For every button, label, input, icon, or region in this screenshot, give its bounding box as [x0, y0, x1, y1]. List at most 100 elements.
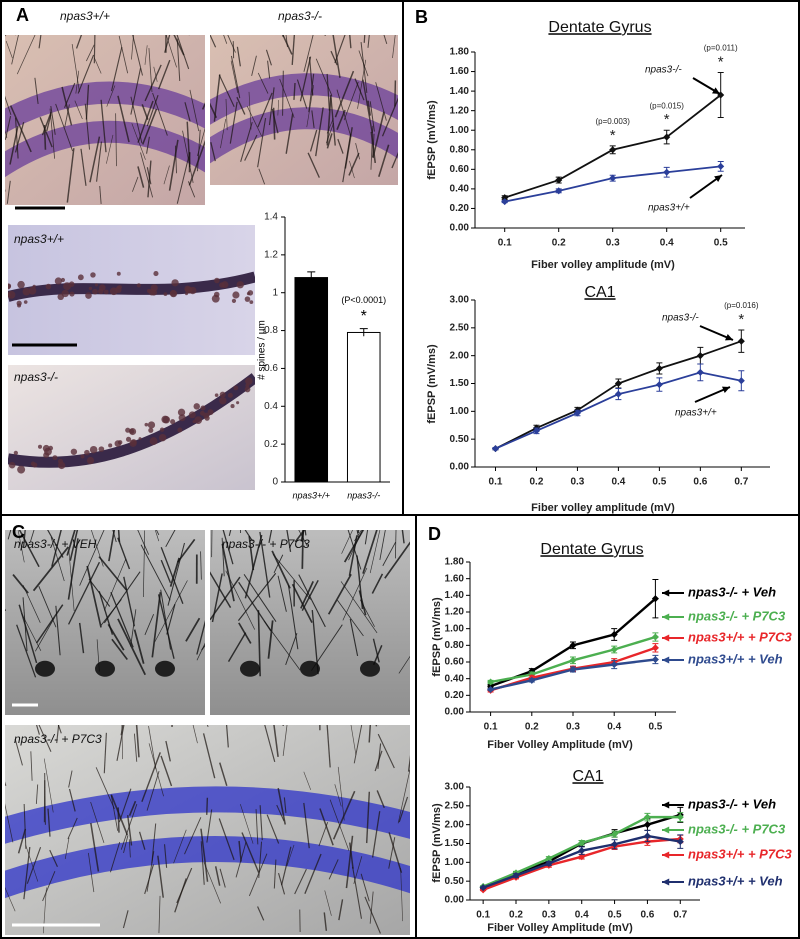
- x-tick-label: 0.5: [652, 477, 666, 488]
- dendrite: [38, 35, 42, 49]
- dendrite: [123, 576, 136, 627]
- dendrite: [294, 868, 307, 895]
- y-tick-label: 0.2: [264, 439, 278, 450]
- spine: [80, 454, 85, 459]
- dendrite: [338, 899, 344, 921]
- data-point: [487, 685, 495, 694]
- data-point: [651, 633, 659, 641]
- y-tick-label: 1.00: [445, 857, 465, 868]
- dendrite: [206, 809, 213, 843]
- spine: [69, 291, 75, 297]
- dendrite: [326, 725, 331, 768]
- dendrite: [22, 597, 28, 652]
- arrow-head: [662, 851, 670, 859]
- data-point: [609, 174, 617, 182]
- spine: [90, 272, 96, 278]
- spine: [98, 288, 104, 295]
- image-caption: npas3-/-: [278, 9, 322, 23]
- image-background: [210, 530, 410, 715]
- spine: [213, 291, 220, 298]
- dendrite: [267, 620, 274, 659]
- spine: [138, 437, 142, 441]
- y-axis-label: fEPSP (mV/ms): [431, 803, 443, 883]
- y-tick-label: 0.00: [450, 223, 470, 234]
- data-point: [611, 840, 619, 848]
- dendrite: [200, 828, 209, 882]
- dendrite: [241, 832, 260, 873]
- significance: *: [718, 54, 724, 71]
- spine: [13, 450, 18, 455]
- panel-letter: D: [428, 524, 441, 544]
- bar: [346, 331, 381, 483]
- y-tick-label: 1.60: [450, 66, 470, 77]
- data-point: [655, 381, 663, 389]
- dendrite: [55, 605, 61, 656]
- dendrite: [67, 538, 79, 600]
- chart-title: Dentate Gyrus: [548, 19, 651, 36]
- dendrite: [334, 35, 346, 64]
- dendrite: [175, 145, 177, 174]
- dendrite: [371, 573, 384, 594]
- dendrite: [144, 64, 162, 102]
- soma: [240, 660, 260, 677]
- dendrite: [350, 725, 357, 756]
- dendrite: [189, 89, 200, 132]
- dendrite: [401, 530, 405, 544]
- dendrite: [122, 910, 129, 929]
- x-tick-label: 0.4: [611, 477, 625, 488]
- chart-title: Dentate Gyrus: [540, 541, 643, 558]
- spine: [214, 277, 220, 284]
- dendrite: [84, 103, 91, 150]
- dendrite: [146, 136, 150, 154]
- y-tick-label: 0.40: [445, 673, 465, 684]
- data-point: [651, 644, 659, 652]
- dendrite: [383, 35, 388, 44]
- x-tick-label: 0.4: [660, 238, 674, 249]
- dendrite: [236, 96, 246, 115]
- dendrite: [23, 846, 31, 900]
- dendrite: [291, 35, 296, 65]
- spine: [230, 404, 235, 409]
- spine: [129, 427, 137, 436]
- dendrite: [370, 125, 374, 170]
- dendrite: [77, 54, 95, 94]
- dendrite: [341, 530, 353, 554]
- dendrite: [332, 35, 341, 78]
- dendrite: [117, 530, 121, 543]
- dendrite: [237, 572, 277, 621]
- y-tick-label: 2.00: [445, 819, 465, 830]
- dendrite: [353, 725, 363, 764]
- data-point: [643, 821, 651, 829]
- data-point: [545, 855, 553, 863]
- y-tick-label: 0.50: [450, 434, 470, 445]
- y-tick-label: 0.80: [445, 640, 465, 651]
- panel-letter: B: [415, 7, 428, 27]
- x-tick-label: 0.5: [608, 910, 622, 921]
- dendrite: [176, 38, 181, 82]
- dendrite: [283, 797, 287, 813]
- dendrite: [169, 557, 181, 587]
- dendrite: [144, 864, 155, 895]
- dendrite: [47, 530, 64, 558]
- dendrite: [225, 98, 228, 131]
- spine: [221, 281, 229, 289]
- dendrite: [381, 97, 398, 137]
- data-point: [569, 656, 577, 664]
- spine: [37, 444, 43, 449]
- dendrite: [334, 784, 342, 807]
- error-bar: [307, 271, 316, 284]
- image-caption: npas3+/+: [14, 232, 64, 246]
- data-point: [655, 364, 663, 373]
- dendrite: [46, 114, 52, 132]
- dendrite: [291, 583, 313, 624]
- dendrite: [17, 530, 25, 563]
- dendrite: [187, 181, 196, 198]
- dendrite: [388, 832, 403, 873]
- y-tick-label: 2.50: [445, 800, 465, 811]
- dendrite: [5, 887, 16, 912]
- x-axis-label: Fiber volley amplitude (mV): [531, 259, 675, 271]
- x-tick-label: 0.1: [489, 477, 503, 488]
- spine: [57, 458, 63, 464]
- dendrite: [268, 87, 275, 126]
